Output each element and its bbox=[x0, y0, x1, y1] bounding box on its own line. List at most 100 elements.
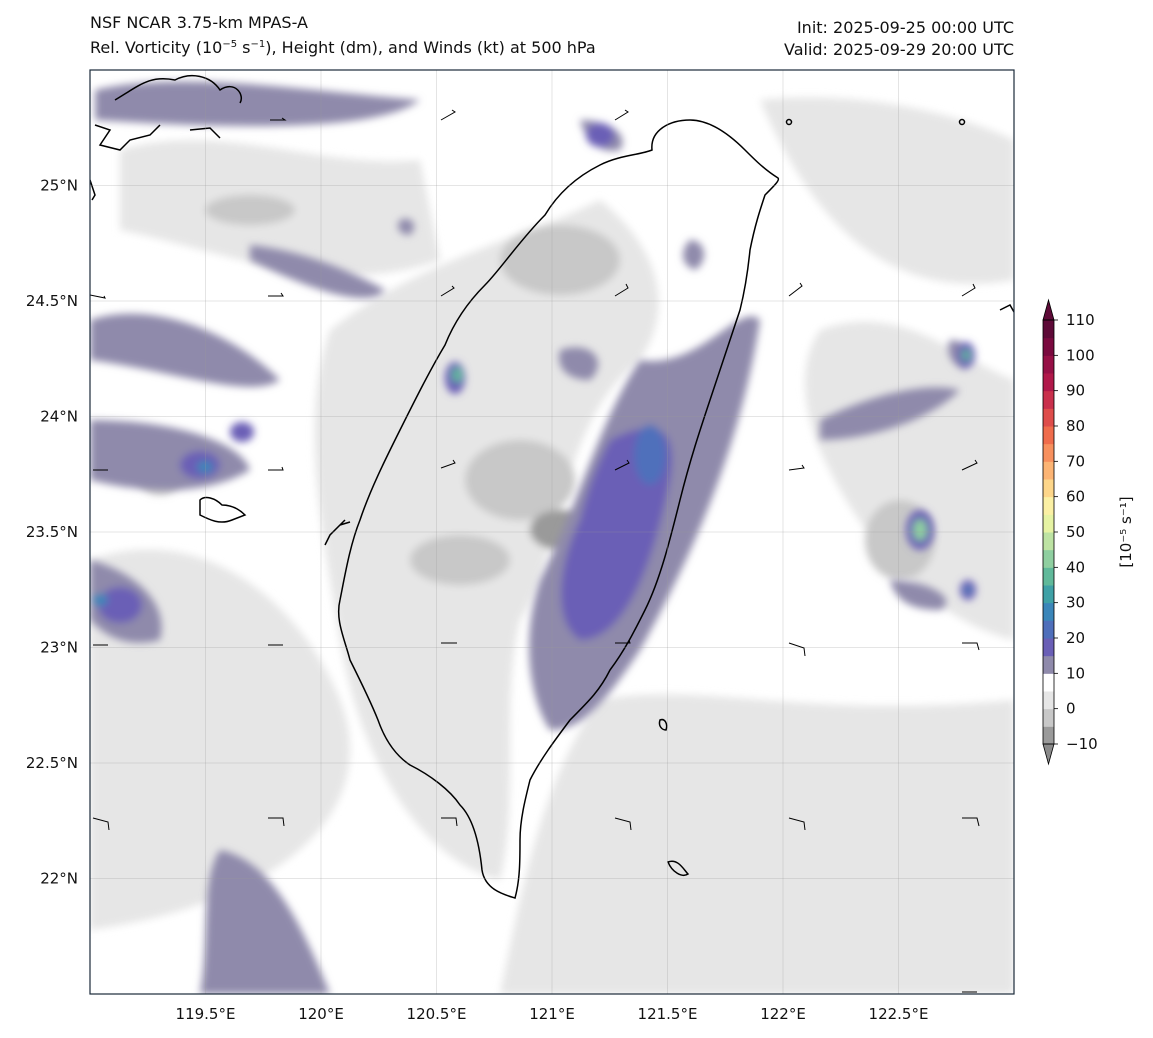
y-tick-label: 24°N bbox=[40, 408, 78, 426]
colorbar-segment bbox=[1043, 337, 1054, 356]
colorbar-segment bbox=[1043, 479, 1054, 498]
colorbar-tick-label: 10 bbox=[1066, 664, 1085, 682]
colorbar-segment bbox=[1043, 549, 1054, 568]
field-title-exponent-2: −1 bbox=[250, 39, 266, 50]
wind-barb bbox=[788, 282, 803, 297]
colorbar-segment bbox=[1043, 390, 1054, 409]
x-tick-label: 122.5°E bbox=[869, 1005, 929, 1023]
wind-barb bbox=[614, 109, 629, 121]
colorbar-segment bbox=[1043, 320, 1054, 339]
y-tick-label: 22.5°N bbox=[26, 754, 78, 772]
colorbar-tick-label: 90 bbox=[1066, 382, 1085, 400]
colorbar-label: [10⁻⁵ s⁻¹] bbox=[1117, 496, 1135, 567]
colorbar-tick-label: 0 bbox=[1066, 700, 1076, 718]
colorbar-extend-min bbox=[1042, 743, 1055, 766]
field-title-suffix: ), Height (dm), and Winds (kt) at 500 hP… bbox=[265, 38, 596, 57]
colorbar-extend-max bbox=[1042, 298, 1055, 321]
y-tick-label: 23°N bbox=[40, 639, 78, 657]
colorbar-segment bbox=[1043, 655, 1054, 674]
wind-barb bbox=[788, 642, 806, 657]
wind-barb bbox=[270, 117, 287, 121]
colorbar-tick-label: 50 bbox=[1066, 523, 1085, 541]
orchid-island-coastline bbox=[667, 860, 690, 876]
wind-barbs bbox=[90, 109, 980, 993]
wind-barb bbox=[614, 459, 630, 471]
colorbar-segment bbox=[1043, 514, 1054, 533]
wind-barb bbox=[614, 283, 629, 297]
colorbar-tick-label: 110 bbox=[1066, 311, 1095, 329]
colorbar-segment bbox=[1043, 708, 1054, 727]
vorticity-positive-field bbox=[90, 81, 976, 994]
colorbar-segment bbox=[1043, 461, 1054, 480]
wind-barb bbox=[268, 466, 284, 471]
colorbar-segment bbox=[1043, 426, 1054, 445]
colorbar-segment bbox=[1043, 496, 1054, 515]
x-tick-label: 120°E bbox=[298, 1005, 344, 1023]
colorbar-tick-label: 30 bbox=[1066, 594, 1085, 612]
x-axis: 119.5°E 120°E 120.5°E 121°E 121.5°E 122°E 122.… bbox=[176, 1005, 929, 1023]
colorbar-tick-label: 40 bbox=[1066, 558, 1085, 576]
green-island-coastline bbox=[658, 718, 668, 731]
wind-barb bbox=[441, 817, 458, 827]
field-title-unit: s bbox=[237, 38, 251, 57]
init-time: Init: 2025-09-25 00:00 UTC bbox=[796, 18, 1014, 37]
map-frame bbox=[89, 69, 1015, 995]
x-tick-label: 121.5°E bbox=[638, 1005, 698, 1023]
islet-marker bbox=[785, 118, 793, 126]
wind-barb bbox=[961, 283, 976, 297]
colorbar-tick-label: 80 bbox=[1066, 417, 1085, 435]
wind-barb bbox=[962, 642, 980, 651]
x-tick-label: 119.5°E bbox=[176, 1005, 236, 1023]
wind-barb bbox=[268, 817, 285, 827]
colorbar-tick-label: 20 bbox=[1066, 629, 1085, 647]
penghu-islands-coastline bbox=[324, 519, 351, 546]
field-title-prefix: Rel. Vorticity (10 bbox=[90, 38, 223, 57]
colorbar-tick-label: 100 bbox=[1066, 346, 1095, 364]
wind-barb bbox=[788, 817, 806, 831]
colorbar-segment bbox=[1043, 408, 1054, 427]
kinmen-coastline bbox=[199, 496, 247, 523]
map-area bbox=[90, 70, 1014, 994]
wind-barb bbox=[90, 294, 106, 299]
y-tick-label: 22°N bbox=[40, 870, 78, 888]
colorbar-segment bbox=[1043, 443, 1054, 462]
y-tick-label: 25°N bbox=[40, 177, 78, 195]
wind-barb bbox=[268, 292, 284, 297]
field-title: Rel. Vorticity (10−5 s−1), Height (dm), … bbox=[90, 38, 596, 57]
wind-barb bbox=[440, 109, 456, 121]
y-tick-label: 24.5°N bbox=[26, 292, 78, 310]
gridlines bbox=[90, 70, 1014, 994]
colorbar-segment bbox=[1043, 620, 1054, 639]
colorbar-segment bbox=[1043, 673, 1054, 692]
wind-barb bbox=[961, 459, 978, 471]
wind-barb bbox=[962, 817, 980, 827]
islet-marker bbox=[958, 118, 966, 126]
east-islet-coastline bbox=[999, 304, 1014, 313]
colorbar-segment bbox=[1043, 691, 1054, 710]
colorbar-segment bbox=[1043, 585, 1054, 604]
wind-barb bbox=[440, 285, 455, 297]
colorbar-tick-label: 70 bbox=[1066, 452, 1085, 470]
colorbar-segment bbox=[1043, 602, 1054, 621]
colorbar-segment bbox=[1043, 567, 1054, 586]
colorbar-segment bbox=[1043, 726, 1054, 745]
model-title: NSF NCAR 3.75-km MPAS-A bbox=[90, 13, 308, 32]
x-tick-label: 120.5°E bbox=[407, 1005, 467, 1023]
valid-time: Valid: 2025-09-29 20:00 UTC bbox=[783, 40, 1014, 59]
colorbar-segment bbox=[1043, 532, 1054, 551]
field-title-exponent-1: −5 bbox=[222, 39, 238, 50]
wind-barb bbox=[92, 817, 110, 831]
x-tick-label: 122°E bbox=[760, 1005, 806, 1023]
y-axis: 25°N 24.5°N 24°N 23.5°N 23°N 22.5°N 22°N bbox=[26, 177, 78, 888]
colorbar-tick-label: 60 bbox=[1066, 488, 1085, 506]
fujian-coastline bbox=[90, 74, 242, 201]
wind-barb bbox=[788, 464, 805, 471]
wind-barb bbox=[615, 639, 631, 644]
colorbar-segment bbox=[1043, 373, 1054, 392]
colorbar-segment bbox=[1043, 355, 1054, 374]
x-tick-label: 121°E bbox=[529, 1005, 575, 1023]
taiwan-coastline bbox=[338, 119, 780, 899]
colorbar-segment bbox=[1043, 638, 1054, 657]
